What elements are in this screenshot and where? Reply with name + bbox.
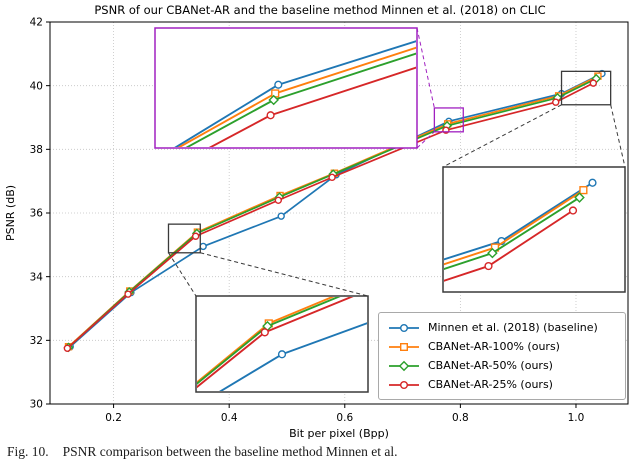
svg-text:0.6: 0.6 <box>336 412 353 424</box>
zoom-inset-mid-rate <box>154 27 464 149</box>
legend-item: CBANet-AR-100% (ours) <box>387 337 617 356</box>
svg-text:34: 34 <box>30 271 44 283</box>
legend-label: CBANet-AR-50% (ours) <box>428 359 553 372</box>
zoom-inset-low-rate <box>167 223 369 393</box>
caption-text: PSNR comparison between the baseline met… <box>62 444 398 459</box>
zoom-inset-high-rate <box>442 70 626 293</box>
svg-text:0.4: 0.4 <box>221 412 238 424</box>
svg-text:42: 42 <box>30 17 43 29</box>
legend-marker-icon <box>389 360 419 371</box>
caption-label: Fig. 10. <box>7 444 49 459</box>
svg-text:1.0: 1.0 <box>568 412 585 424</box>
svg-text:38: 38 <box>30 144 43 156</box>
chart-title: PSNR of our CBANet-AR and the baseline m… <box>94 3 546 17</box>
series-3 <box>63 79 598 352</box>
svg-text:0.2: 0.2 <box>105 412 122 424</box>
figure-caption: Fig. 10. PSNR comparison between the base… <box>7 444 633 467</box>
legend-label: Minnen et al. (2018) (baseline) <box>428 321 598 334</box>
chart-canvas: 0.2 0.4 0.6 0.8 1.0 30 32 34 36 38 40 42 Bit per pix… <box>4 17 629 440</box>
legend-marker-icon <box>389 342 419 351</box>
svg-text:36: 36 <box>30 208 44 220</box>
legend-marker-icon <box>389 323 419 332</box>
y-axis-label: PSNR (dB) <box>4 185 17 241</box>
svg-text:0.8: 0.8 <box>452 412 469 424</box>
legend: Minnen et al. (2018) (baseline) CBANet-AR… <box>378 312 626 400</box>
x-axis-label: Bit per pixel (Bpp) <box>289 427 389 440</box>
legend-item: CBANet-AR-25% (ours) <box>387 375 617 394</box>
series-lines <box>63 69 606 353</box>
svg-text:30: 30 <box>30 399 43 411</box>
legend-item: Minnen et al. (2018) (baseline) <box>387 318 617 337</box>
legend-label: CBANet-AR-100% (ours) <box>428 340 560 353</box>
svg-text:32: 32 <box>30 335 43 347</box>
legend-item: CBANet-AR-50% (ours) <box>387 356 617 375</box>
svg-text:40: 40 <box>30 80 43 92</box>
axes: 0.2 0.4 0.6 0.8 1.0 30 32 34 36 38 40 42 Bit per pix… <box>4 17 584 440</box>
legend-marker-icon <box>389 380 419 389</box>
legend-label: CBANet-AR-25% (ours) <box>428 378 553 391</box>
